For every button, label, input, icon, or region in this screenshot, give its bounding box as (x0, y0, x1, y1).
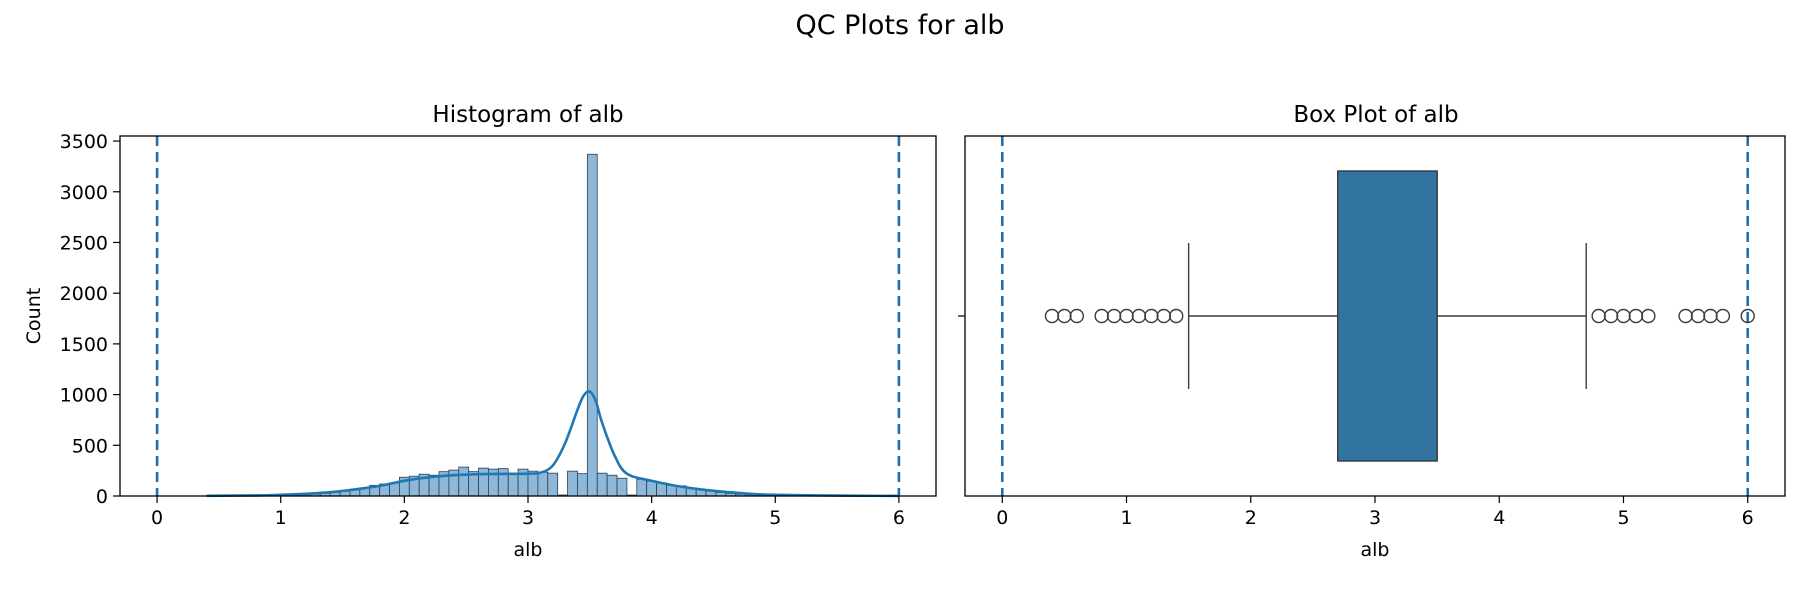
y-tick-label: 2000 (60, 283, 108, 305)
interquartile-box (1337, 170, 1438, 462)
outlier-point (1591, 308, 1606, 324)
histogram-bar (478, 467, 489, 497)
y-tick-label: 1000 (60, 385, 108, 407)
histogram-bars (290, 153, 786, 497)
y-tick-label: 3500 (60, 131, 108, 153)
x-tick-label: 5 (1617, 507, 1629, 529)
y-tick-label: 1500 (60, 334, 108, 356)
histogram-x-ticks: 0 1 2 3 4 5 6 (151, 496, 905, 529)
histogram-bar (596, 472, 608, 497)
x-tick-label: 6 (1742, 507, 1754, 529)
outlier-point (1094, 308, 1109, 324)
x-tick-label: 0 (151, 507, 163, 529)
histogram-x-label: alb (514, 539, 543, 561)
boxplot-x-ticks: 0 1 2 3 4 5 6 (996, 496, 1754, 529)
histogram-bar (606, 474, 618, 497)
outlier-point (1044, 308, 1060, 324)
x-tick-label: 5 (769, 507, 781, 529)
outlier-point (1169, 308, 1184, 324)
histogram-axes-frame (119, 135, 937, 497)
boxplot-outliers (1044, 308, 1755, 324)
boxplot-threshold-lines (1000, 136, 1750, 496)
histogram-y-ticks: 0 500 1000 1500 2000 2500 3000 3500 (60, 131, 120, 508)
outlier-point (1069, 308, 1085, 324)
histogram-y-label: Count (23, 288, 45, 344)
outlier-point (1703, 308, 1718, 324)
y-tick-label: 0 (96, 486, 108, 508)
outlier-point (1131, 308, 1147, 324)
x-tick-label: 1 (1120, 507, 1132, 529)
histogram-bar (458, 466, 470, 497)
outlier-point (1603, 308, 1619, 324)
x-tick-label: 1 (275, 507, 287, 529)
histogram-bar (586, 153, 598, 497)
outlier-point (1740, 308, 1755, 324)
x-tick-label: 6 (893, 507, 905, 529)
y-tick-label: 500 (72, 435, 108, 457)
boxplot-panel: Box Plot of alb 0 1 2 3 4 5 6 alb (958, 102, 1786, 561)
outlier-point (1678, 308, 1693, 324)
histogram-bar (537, 471, 549, 497)
histogram-bar (636, 478, 648, 497)
histogram-panel: Histogram of alb 0 1 2 3 4 5 6 0 500 1000 1500 200… (23, 102, 937, 561)
y-tick-label: 2500 (60, 232, 108, 254)
outlier-point (1119, 308, 1134, 324)
x-tick-label: 2 (398, 507, 410, 529)
outlier-point (1616, 308, 1631, 324)
x-tick-label: 2 (1245, 507, 1257, 529)
outlier-point (1144, 308, 1159, 324)
outlier-point (1106, 308, 1122, 324)
kde-curve (206, 390, 899, 498)
outlier-point (1628, 308, 1644, 324)
figure-title: QC Plots for alb (795, 10, 1004, 41)
x-tick-label: 3 (1369, 507, 1381, 529)
histogram-bar (646, 480, 657, 497)
histogram-bar (547, 472, 559, 497)
outlier-point (1641, 308, 1656, 324)
histogram-title: Histogram of alb (432, 102, 623, 128)
x-tick-label: 3 (522, 507, 534, 529)
box-plot (1187, 170, 1587, 462)
histogram-bar (567, 470, 578, 497)
histogram-bar (389, 482, 400, 497)
histogram-threshold-lines (155, 136, 901, 496)
boxplot-x-label: alb (1361, 539, 1390, 561)
y-tick-label: 3000 (60, 182, 108, 204)
outlier-point (1690, 308, 1706, 324)
boxplot-title: Box Plot of alb (1293, 102, 1458, 128)
histogram-bar (616, 477, 628, 497)
outlier-point (1715, 308, 1731, 324)
histogram-bar (507, 472, 519, 497)
outlier-point (1057, 308, 1072, 324)
outlier-point (1156, 308, 1171, 324)
x-tick-label: 0 (996, 507, 1008, 529)
histogram-bar (666, 484, 677, 497)
x-tick-label: 4 (1493, 507, 1505, 529)
histogram-bar (577, 473, 588, 497)
x-tick-label: 4 (646, 507, 658, 529)
